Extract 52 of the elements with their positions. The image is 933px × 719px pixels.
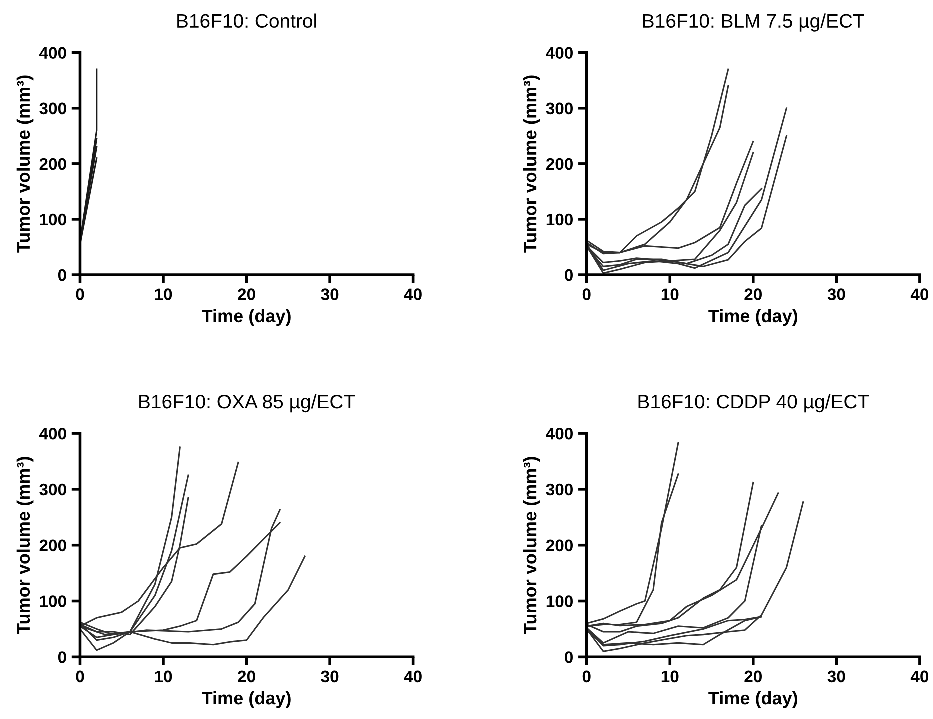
x-tick-label: 10 [662, 670, 679, 683]
x-tick-label: 40 [910, 288, 929, 300]
y-tick-label: 300 [40, 102, 66, 115]
x-axis-title: Time (day) [708, 691, 798, 708]
x-axis-title: Time (day) [708, 309, 798, 326]
chart-title: B16F10: CDDP 40 µg/ECT [638, 394, 870, 413]
y-tick-label: 400 [39, 47, 66, 60]
y-axis-title: Tumor volume (mm³) [523, 76, 540, 253]
y-tick-label: 0 [58, 269, 66, 282]
x-tick-label: 20 [744, 288, 762, 300]
x-tick-label: 30 [828, 288, 846, 300]
y-tick-label: 400 [546, 47, 573, 60]
x-axis-title: Time (day) [202, 691, 291, 708]
y-axis-title: Tumor volume (mm³) [16, 76, 34, 253]
x-tick-label: 20 [744, 670, 762, 683]
x-tick-label: 0 [582, 670, 591, 683]
chart-title: B16F10: BLM 7.5 µg/ECT [643, 14, 864, 32]
y-tick-label: 0 [58, 652, 66, 664]
y-tick-label: 100 [546, 596, 573, 608]
y-tick-label: 100 [546, 214, 573, 226]
y-tick-label: 400 [39, 428, 66, 440]
x-tick-label: 10 [155, 288, 172, 300]
y-tick-label: 100 [40, 596, 66, 608]
x-tick-label: 40 [910, 670, 929, 683]
x-tick-label: 40 [404, 288, 422, 300]
x-tick-label: 20 [238, 288, 256, 300]
y-tick-label: 200 [40, 158, 66, 170]
y-tick-label: 300 [546, 484, 573, 496]
x-tick-label: 0 [76, 670, 84, 683]
x-tick-label: 30 [828, 670, 846, 683]
y-tick-label: 300 [40, 484, 66, 496]
x-tick-label: 10 [662, 288, 679, 300]
y-tick-label: 200 [40, 540, 66, 552]
x-tick-label: 0 [582, 288, 591, 300]
x-tick-label: 30 [321, 288, 339, 300]
x-tick-label: 30 [321, 670, 339, 683]
y-tick-label: 300 [546, 102, 573, 115]
y-tick-label: 100 [40, 214, 66, 226]
chart-title: B16F10: OXA 85 µg/ECT [140, 394, 356, 413]
y-axis-title: Tumor volume (mm³) [16, 457, 34, 634]
y-tick-label: 200 [546, 540, 573, 552]
x-tick-label: 10 [155, 670, 172, 683]
x-tick-label: 20 [238, 670, 256, 683]
x-axis-title: Time (day) [202, 309, 291, 326]
y-tick-label: 400 [546, 428, 573, 440]
y-axis-title: Tumor volume (mm³) [523, 457, 540, 634]
y-tick-label: 0 [565, 652, 573, 664]
x-tick-label: 40 [404, 670, 422, 683]
chart-title: B16F10: Control [178, 14, 316, 28]
y-tick-label: 0 [565, 269, 573, 282]
x-tick-label: 0 [76, 288, 84, 300]
y-tick-label: 200 [546, 158, 573, 170]
